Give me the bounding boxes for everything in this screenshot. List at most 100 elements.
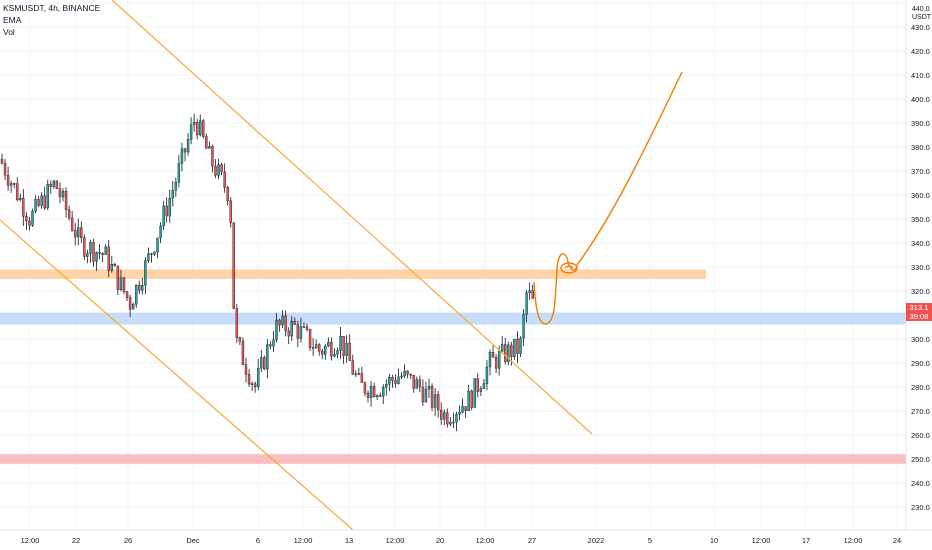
projection-circle-mark: [564, 265, 574, 269]
candle-body: [516, 338, 519, 354]
candle-body: [366, 392, 370, 398]
candle-body: [232, 222, 236, 309]
price-tick-label: 230.0: [911, 503, 930, 512]
candle-body: [479, 388, 483, 392]
candle-body: [369, 386, 373, 398]
candle-body: [260, 357, 263, 369]
candle-body: [202, 120, 205, 137]
candle-body: [266, 344, 269, 370]
candle-body: [409, 373, 412, 376]
candle-body: [430, 385, 434, 408]
candle-body: [522, 314, 525, 339]
candle-body: [360, 373, 364, 383]
candle-body: [52, 180, 56, 187]
price-tick-label: 260.0: [911, 431, 930, 440]
candle-body: [125, 291, 129, 298]
candle-body: [156, 237, 159, 253]
candle-body: [446, 412, 449, 425]
candle-body: [253, 383, 257, 387]
price-tick-label: 270.0: [911, 407, 930, 416]
candle-body: [305, 326, 309, 330]
candle-body: [491, 352, 495, 358]
candle-body: [16, 183, 19, 201]
time-tick-label: Dec: [186, 536, 200, 545]
candle-body: [281, 315, 284, 326]
time-tick-label: 12:00: [294, 536, 313, 545]
candle-body: [159, 225, 162, 239]
candle-body: [12, 183, 16, 185]
candle-body: [205, 136, 208, 149]
candle-body: [363, 382, 367, 394]
candle-body: [507, 344, 510, 362]
candle-body: [174, 182, 178, 191]
candle-body: [421, 386, 425, 403]
candle-body: [336, 350, 339, 355]
candle-body: [46, 184, 49, 209]
candle-body: [177, 163, 181, 183]
candle-body: [275, 319, 278, 341]
candle-body: [138, 284, 141, 291]
candle-body: [34, 199, 37, 212]
time-tick-label: 20: [436, 536, 444, 545]
candle-body: [354, 373, 357, 375]
ema-indicator-label[interactable]: EMA: [3, 15, 22, 25]
candle-body: [101, 253, 104, 255]
demand-zone: [0, 454, 906, 464]
candle-body: [220, 164, 223, 173]
candle-body: [311, 347, 315, 349]
candle-body: [153, 251, 156, 255]
price-tick-label: 410.0: [911, 71, 930, 80]
volume-indicator-label[interactable]: Vol: [3, 27, 15, 37]
candle-body: [391, 377, 394, 381]
candle-body: [443, 412, 446, 420]
price-tick-label: 400.0: [911, 95, 930, 104]
time-tick-label: 27: [528, 536, 536, 545]
candle-body: [314, 344, 318, 349]
candle-body: [403, 370, 406, 377]
candle-body: [497, 351, 501, 369]
candle-body: [382, 386, 385, 397]
time-tick-label: 6: [256, 536, 260, 545]
candle-body: [214, 165, 217, 176]
candle-body: [89, 242, 92, 254]
candle-body: [436, 394, 440, 411]
candle-body: [494, 356, 498, 369]
projection-circle: [560, 262, 578, 274]
channel-lower-line: [0, 219, 354, 531]
candle-body: [290, 320, 293, 337]
candle-body: [302, 326, 306, 328]
time-tick-label: 24: [893, 536, 901, 545]
candle-body: [308, 329, 312, 348]
candle-body: [83, 237, 86, 257]
candle-body: [348, 342, 351, 361]
candle-body: [394, 380, 397, 384]
candle-body: [424, 388, 428, 403]
candle-body: [131, 303, 135, 310]
candle-body: [141, 285, 144, 291]
candle-body: [64, 191, 68, 210]
candle-body: [327, 341, 330, 347]
price-tick-label: 420.0: [911, 47, 930, 56]
time-tick-label: 12:00: [476, 536, 495, 545]
candle-body: [385, 383, 388, 388]
candle-body: [461, 406, 464, 413]
candle-body: [357, 373, 361, 375]
candle-body: [351, 360, 354, 375]
candle-body: [440, 409, 443, 420]
candle-body: [406, 370, 409, 375]
candle-body: [433, 394, 437, 408]
price-tick-label: 380.0: [911, 143, 930, 152]
candle-body: [162, 205, 165, 227]
candle-body: [22, 197, 25, 217]
candle-body: [9, 183, 13, 186]
candle-body: [238, 337, 242, 342]
candle-body: [464, 406, 467, 411]
y-top-label: 440.0: [912, 6, 930, 13]
candle-body: [476, 378, 479, 392]
candle-body: [217, 164, 220, 176]
candle-body: [482, 383, 486, 389]
candle-body: [223, 171, 226, 188]
candle-body: [330, 341, 333, 357]
time-tick-label: 12:00: [21, 536, 40, 545]
